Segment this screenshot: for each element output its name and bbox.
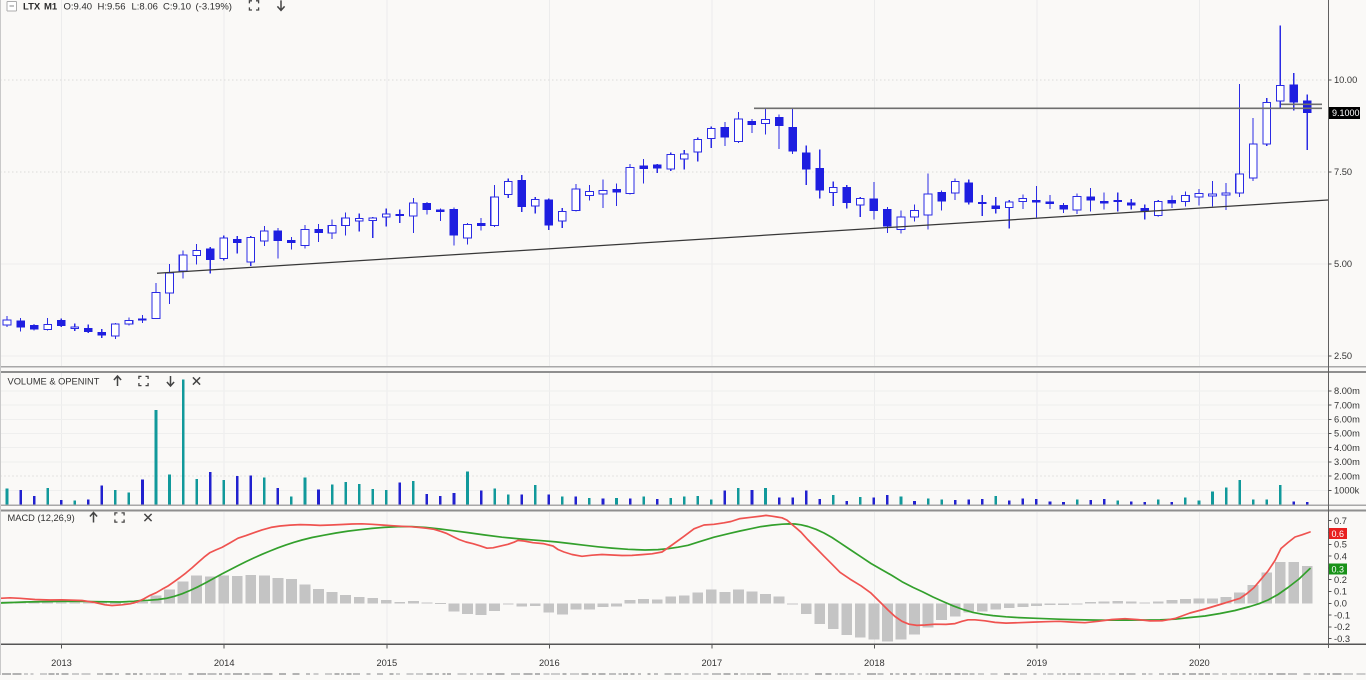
- svg-text:0.6: 0.6: [1332, 529, 1345, 539]
- svg-text:1000k: 1000k: [1334, 486, 1360, 496]
- svg-text:3.00m: 3.00m: [1334, 457, 1360, 467]
- svg-text:0.3: 0.3: [1332, 564, 1345, 574]
- svg-text:0.4: 0.4: [1334, 551, 1347, 561]
- svg-text:-0.2: -0.2: [1334, 622, 1350, 632]
- svg-text:VOLUME & OPENINT: VOLUME & OPENINT: [8, 377, 100, 387]
- svg-text:-0.1: -0.1: [1334, 610, 1350, 620]
- svg-text:H:9.56: H:9.56: [98, 2, 126, 13]
- svg-text:2018: 2018: [864, 658, 885, 668]
- svg-text:0.5: 0.5: [1334, 540, 1347, 550]
- svg-text:7.50: 7.50: [1334, 167, 1352, 177]
- svg-text:2014: 2014: [214, 658, 235, 668]
- svg-text:L:8.06: L:8.06: [132, 2, 158, 13]
- svg-text:2.50: 2.50: [1334, 351, 1352, 361]
- svg-text:0.2: 0.2: [1334, 575, 1347, 585]
- svg-text:M1: M1: [44, 2, 58, 13]
- svg-text:4.00m: 4.00m: [1334, 443, 1360, 453]
- svg-text:C:9.10: C:9.10: [163, 2, 191, 13]
- svg-text:0.1: 0.1: [1334, 587, 1347, 597]
- svg-text:2020: 2020: [1189, 658, 1210, 668]
- svg-text:-0.3: -0.3: [1334, 634, 1350, 644]
- svg-text:8.00m: 8.00m: [1334, 386, 1360, 396]
- svg-text:(-3.19%): (-3.19%): [196, 2, 232, 13]
- svg-text:2017: 2017: [701, 658, 722, 668]
- svg-text:0.0: 0.0: [1334, 599, 1347, 609]
- svg-text:10.00: 10.00: [1334, 75, 1357, 85]
- svg-text:5.00m: 5.00m: [1334, 429, 1360, 439]
- svg-text:2019: 2019: [1027, 658, 1048, 668]
- svg-text:0.7: 0.7: [1334, 516, 1347, 526]
- svg-text:2013: 2013: [51, 658, 72, 668]
- svg-text:2016: 2016: [539, 658, 560, 668]
- svg-text:O:9.40: O:9.40: [64, 2, 93, 13]
- svg-text:LTX: LTX: [23, 2, 41, 13]
- svg-text:5.00: 5.00: [1334, 259, 1352, 269]
- svg-text:MACD (12,26,9): MACD (12,26,9): [8, 513, 75, 523]
- svg-text:9.1000: 9.1000: [1332, 108, 1360, 118]
- svg-text:2.00m: 2.00m: [1334, 471, 1360, 481]
- svg-text:6.00m: 6.00m: [1334, 415, 1360, 425]
- svg-text:7.00m: 7.00m: [1334, 400, 1360, 410]
- svg-text:2015: 2015: [376, 658, 397, 668]
